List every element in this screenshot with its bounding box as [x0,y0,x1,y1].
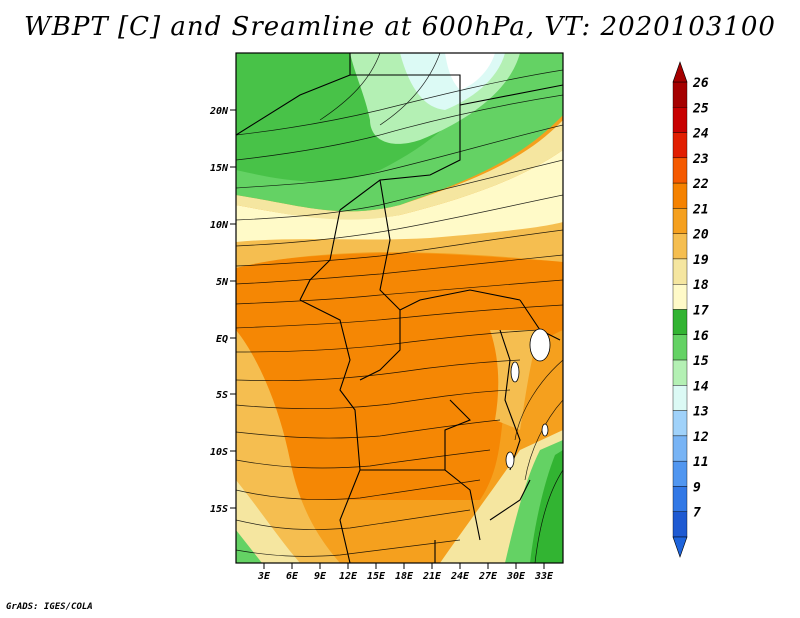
colorbar: 26 25 24 23 22 21 20 19 18 17 16 15 14 13 12 11 9 7 [672,61,709,558]
colorbar-max-arrow [672,61,688,83]
lon-label: 30E [506,571,526,582]
lat-axis: 20N 15N 10N 5N EQ 5S 10S 15S [209,106,236,515]
colorbar-swatch [672,511,688,538]
lon-label: 24E [450,571,470,582]
colorbar-swatch [672,157,688,184]
colorbar-swatch [672,107,688,133]
streamlines [236,53,563,563]
map-frame [235,52,564,564]
colorbar-label: 21 [692,202,709,217]
colorbar-swatch [672,309,688,335]
colorbar-swatch [672,132,688,159]
colorbar-label: 17 [693,304,709,319]
lat-label: 10S [210,447,228,458]
colorbar-label: 23 [692,152,709,167]
colorbar-swatch [672,486,688,512]
colorbar-label: 19 [693,253,709,268]
colorbar-label: 15 [693,354,709,369]
colorbar-label: 7 [693,506,701,521]
colorbar-swatch [672,233,688,260]
lat-label: 15S [210,504,228,515]
colorbar-label: 12 [693,430,709,445]
colorbar-swatch [672,334,688,361]
lon-label: 27E [478,571,498,582]
colorbar-swatch [672,182,688,209]
lon-label: 18E [395,571,414,582]
lat-label: 10N [210,220,229,231]
lat-label: 5N [216,277,229,288]
footer-credit: GrADS: IGES/COLA [6,602,93,612]
colorbar-label: 16 [693,329,709,344]
lat-label: 15N [210,163,229,174]
colorbar-label: 14 [693,379,709,394]
wbpt-field [236,53,563,563]
colorbar-label: 26 [692,76,709,91]
colorbar-label: 11 [693,455,709,470]
colorbar-label: 18 [693,278,709,293]
lon-label: 9E [314,571,327,582]
chart-title: WBPT [C] and Sreamline at 600hPa, VT: 20… [24,12,776,42]
colorbar-label: 9 [693,480,701,495]
colorbar-swatch [672,435,688,462]
lon-label: 12E [339,571,358,582]
lat-label: 20N [209,106,229,117]
lon-label: 21E [422,571,442,582]
country-borders [236,53,563,563]
colorbar-swatch [672,385,688,411]
colorbar-label: 22 [692,177,709,192]
lat-label: EQ [216,334,228,345]
lon-axis: 3E 6E 9E 12E 15E 18E 21E 24E 27E 30E 33E [257,563,554,582]
lon-label: 33E [534,571,554,582]
colorbar-swatch [672,208,688,234]
lon-label: 6E [286,571,299,582]
colorbar-swatch [672,258,688,285]
colorbar-swatch [672,81,688,108]
colorbar-swatch [672,359,688,386]
colorbar-label: 25 [692,101,709,116]
lon-label: 3E [257,571,271,582]
colorbar-label: 13 [693,405,709,420]
lakes [505,328,551,469]
lon-label: 15E [367,571,386,582]
colorbar-min-arrow [672,536,688,558]
colorbar-label: 20 [692,228,709,243]
colorbar-label: 24 [692,127,709,142]
lat-label: 5S [216,390,228,401]
colorbar-swatch [672,284,688,310]
colorbar-swatch [672,410,688,437]
colorbar-swatch [672,460,688,487]
